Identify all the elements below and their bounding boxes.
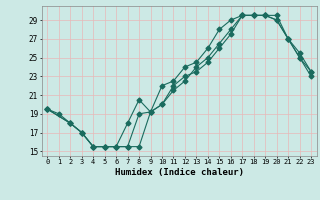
X-axis label: Humidex (Indice chaleur): Humidex (Indice chaleur) [115,168,244,177]
